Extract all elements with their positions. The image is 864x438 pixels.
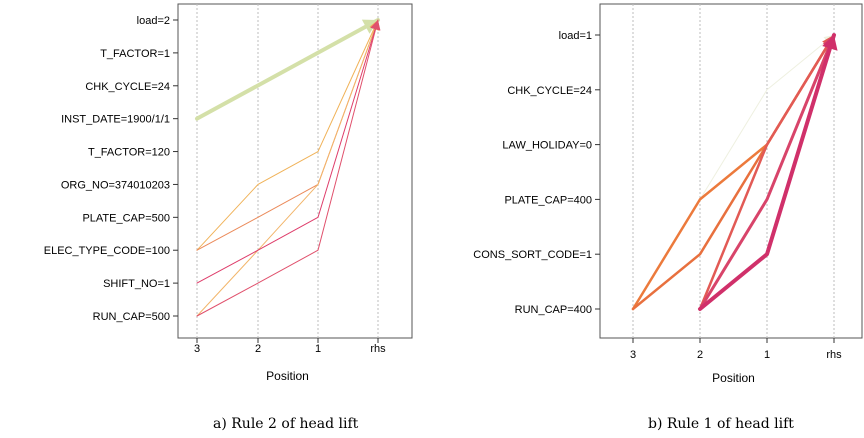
category-label: T_FACTOR=120 [88, 147, 170, 159]
category-label: PLATE_CAP=400 [504, 194, 592, 206]
category-label: RUN_CAP=500 [93, 311, 170, 323]
category-label: T_FACTOR=1 [100, 48, 170, 60]
series-line-2 [196, 19, 379, 251]
category-label: ELEC_TYPE_CODE=100 [44, 245, 170, 257]
panel-caption: a) Rule 2 of head lift [213, 416, 359, 432]
series-arrowhead-6 [822, 35, 838, 51]
series-line-6 [698, 33, 836, 311]
series-line-4 [698, 33, 836, 311]
series-line-4 [196, 19, 379, 317]
series-line-1 [195, 18, 380, 121]
category-label: load=1 [559, 30, 592, 42]
series-line-6 [196, 19, 379, 317]
x-tick-label: 1 [315, 343, 321, 355]
x-tick-label: 3 [630, 349, 636, 361]
x-tick-label: 3 [194, 343, 200, 355]
category-label: INST_DATE=1900/1/1 [61, 114, 170, 126]
x-tick-label: 1 [764, 349, 770, 361]
x-tick-label: 2 [697, 349, 703, 361]
category-label: LAW_HOLIDAY=0 [502, 140, 592, 152]
category-label: CONS_SORT_CODE=1 [473, 249, 592, 261]
x-tick-label: rhs [826, 349, 842, 361]
chart-panel-a: load=2 T_FACTOR=1 CHK_CYCLE=24 INST_DATE=19… [44, 3, 413, 432]
series-line-3 [196, 19, 379, 251]
series-arrowhead-6 [370, 20, 381, 31]
x-tick-label: rhs [370, 343, 386, 355]
series-line-2 [631, 33, 836, 311]
series-line-1 [699, 34, 835, 200]
plot-frame [177, 3, 413, 339]
series-line-5 [698, 33, 836, 311]
category-label: RUN_CAP=400 [515, 304, 592, 316]
category-label: load=2 [137, 15, 170, 27]
category-label: PLATE_CAP=500 [82, 212, 170, 224]
x-tick-label: 2 [255, 343, 261, 355]
x-axis-title: Position [712, 371, 755, 385]
plot-frame [599, 3, 863, 339]
category-label: CHK_CYCLE=24 [85, 81, 170, 93]
category-label: SHIFT_NO=1 [103, 278, 170, 290]
series-line-5 [196, 19, 379, 284]
panel-caption: b) Rule 1 of head lift [648, 416, 794, 432]
x-axis-title: Position [266, 369, 309, 383]
category-label: ORG_NO=374010203 [61, 179, 170, 191]
category-label: CHK_CYCLE=24 [507, 85, 592, 97]
chart-panel-b: load=1 CHK_CYCLE=24 LAW_HOLIDAY=0 PLATE_CAP… [473, 3, 863, 432]
